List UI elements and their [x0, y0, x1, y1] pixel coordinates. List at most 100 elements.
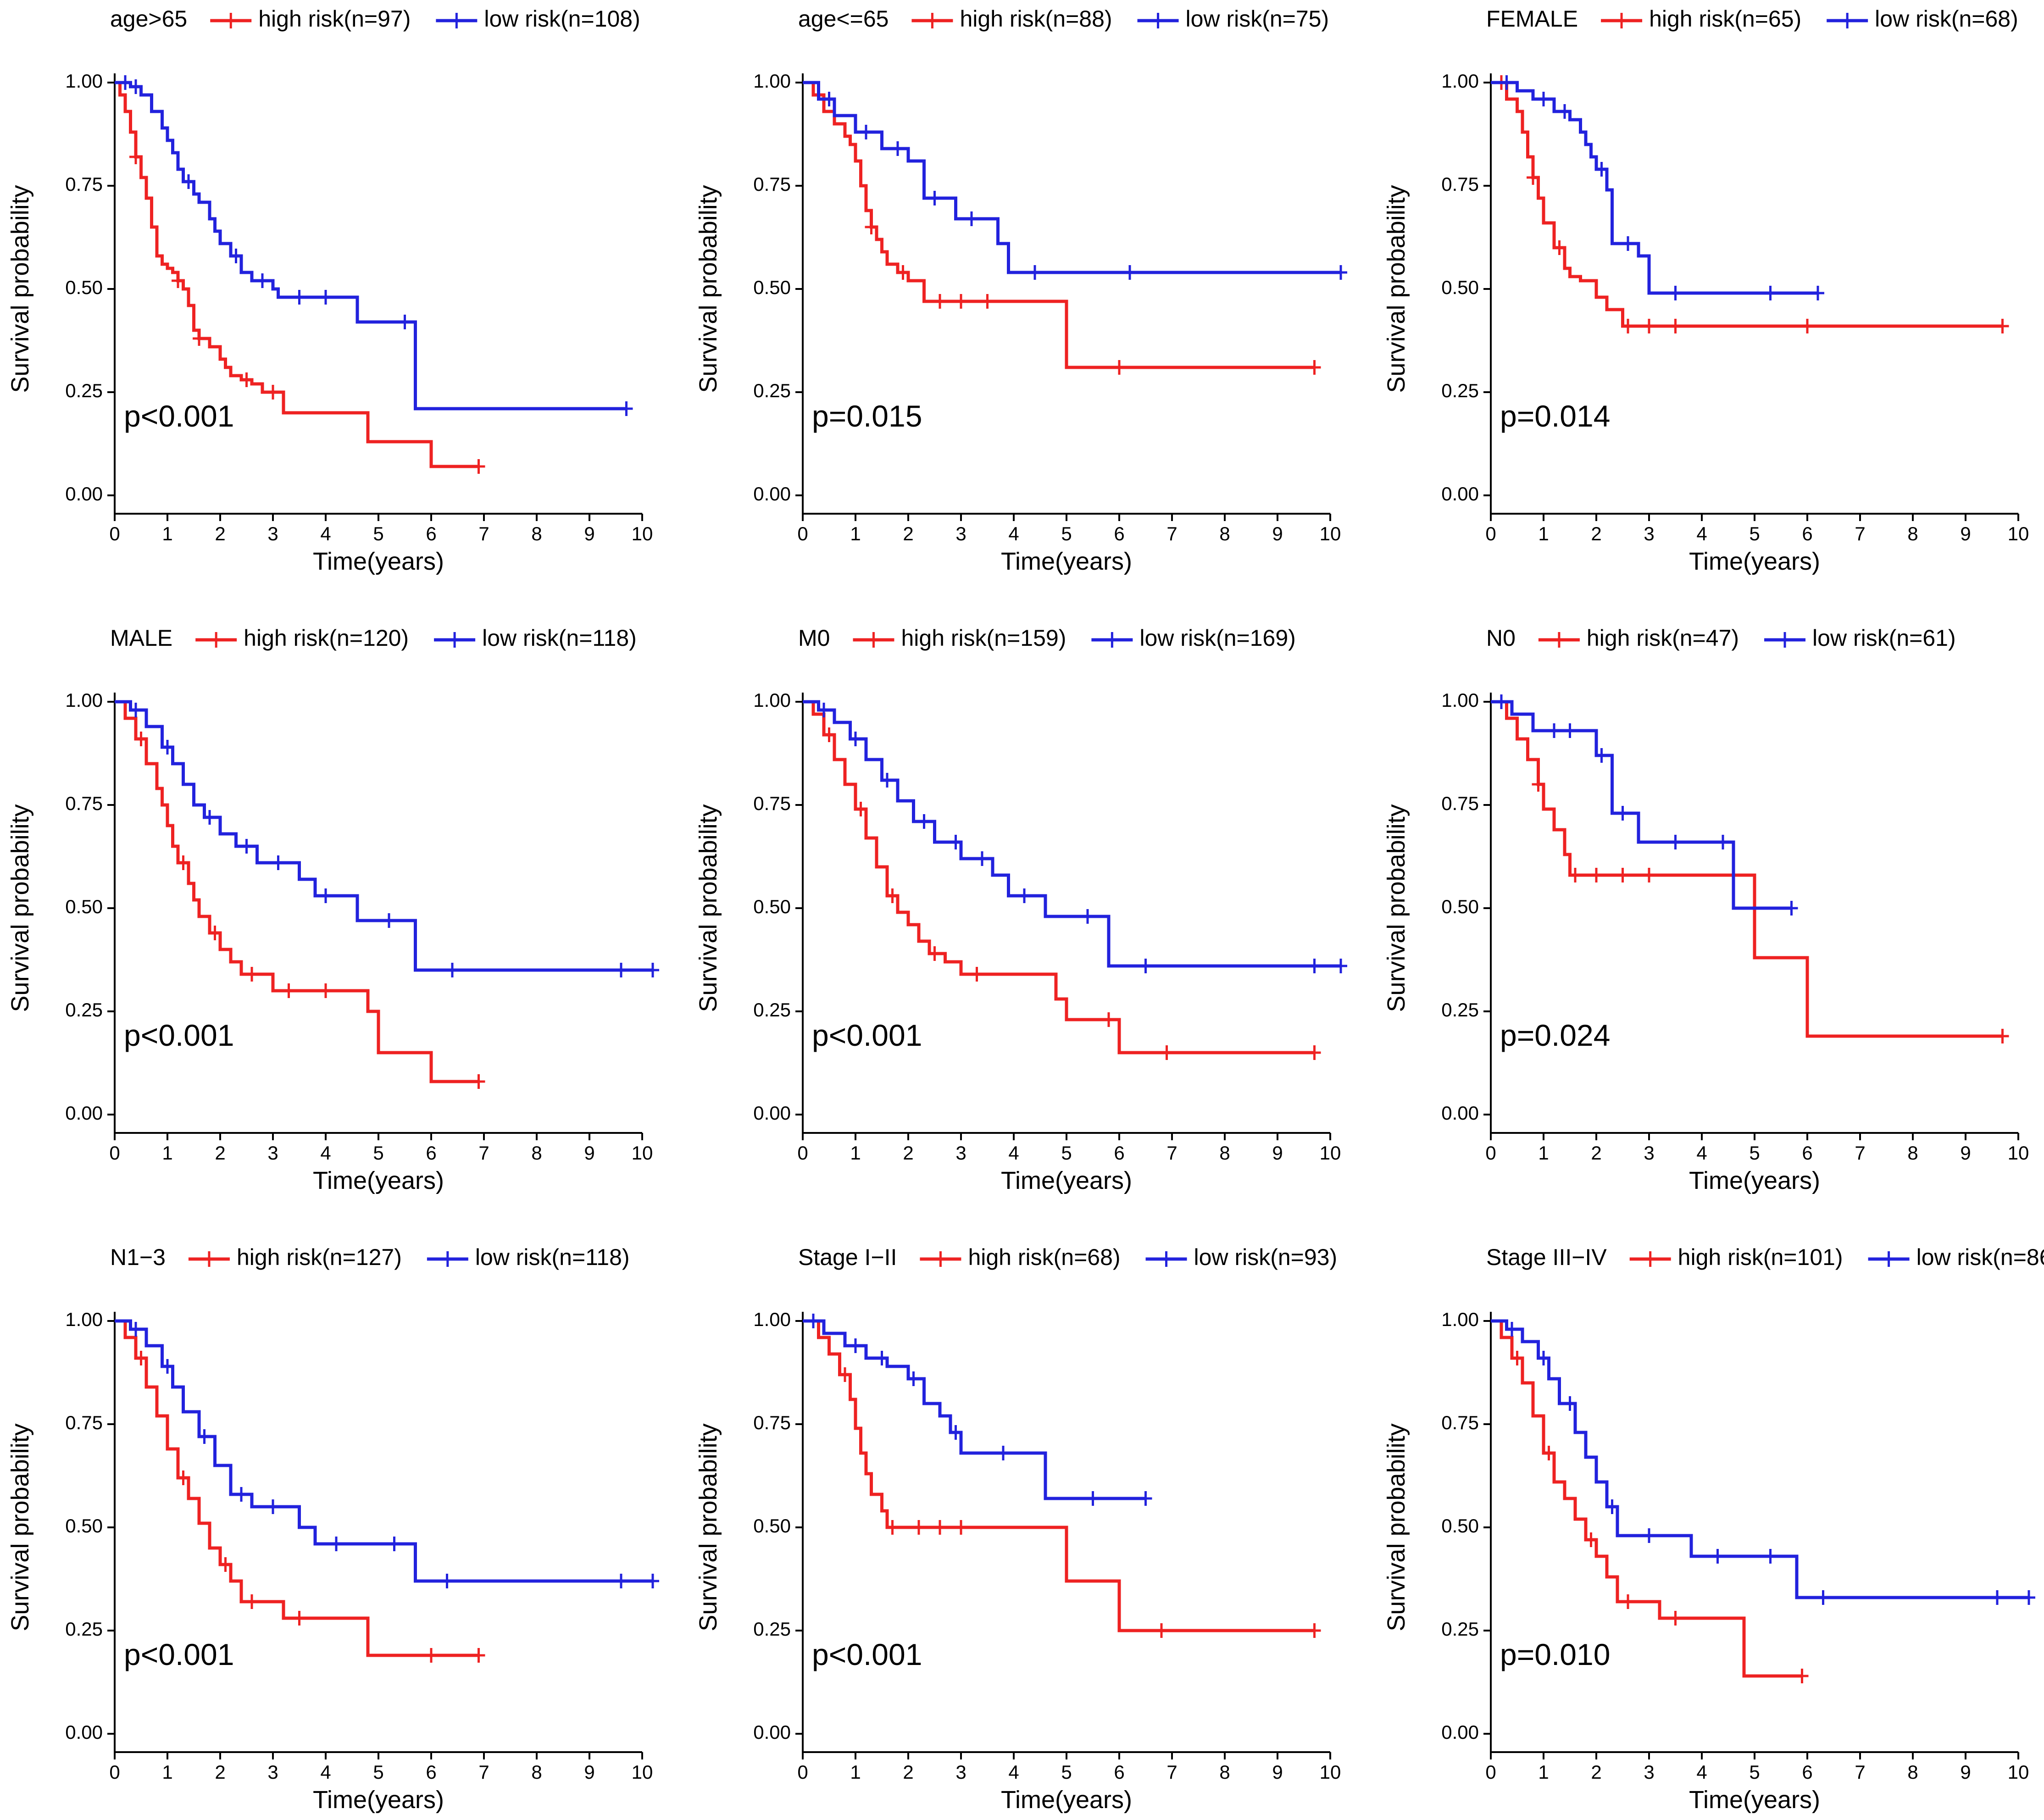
x-tick-label: 4 [320, 523, 331, 544]
p-value: p<0.001 [124, 399, 234, 433]
survival-curve-high [1491, 1319, 1802, 1678]
x-tick-label: 9 [1272, 1761, 1283, 1783]
x-tick-label: 1 [1538, 1142, 1549, 1164]
survival-curve-low [1491, 700, 1792, 910]
x-tick-label: 1 [1538, 1761, 1549, 1783]
x-tick-label: 3 [267, 1142, 278, 1164]
y-axis-label: Survival probability [694, 1423, 722, 1631]
x-tick-label: 3 [955, 523, 966, 544]
y-tick-label: 0.75 [753, 1412, 791, 1433]
km-panel-3: MALE high risk(n=120) low risk(n=118) 0.00 0… [6, 625, 659, 1194]
x-tick-label: 7 [1166, 1142, 1177, 1164]
km-panel-4: M0 high risk(n=159) low risk(n=169) 0.00 0.2… [694, 625, 1347, 1194]
x-tick-label: 4 [320, 1761, 331, 1783]
x-tick-label: 2 [215, 523, 225, 544]
x-tick-label: 10 [1320, 523, 1341, 544]
panel-title: Stage III−IV [1486, 1244, 1607, 1270]
x-tick-label: 5 [373, 523, 383, 544]
y-tick-label: 0.50 [1441, 277, 1479, 298]
km-panel-2: FEMALE high risk(n=65) low risk(n=68) 0.00 0… [1383, 6, 2029, 575]
x-tick-label: 9 [584, 523, 594, 544]
survival-curve-low [803, 81, 1341, 274]
legend-label-high: high risk(n=97) [258, 6, 411, 32]
x-tick-label: 7 [1166, 1761, 1177, 1783]
y-axis-label: Survival probability [6, 185, 34, 393]
x-tick-label: 4 [1696, 1761, 1707, 1783]
legend-label-high: high risk(n=127) [237, 1244, 402, 1270]
x-tick-label: 10 [2008, 523, 2029, 544]
x-tick-label: 9 [584, 1761, 594, 1783]
y-tick-label: 0.00 [65, 483, 103, 505]
y-tick-label: 0.00 [1441, 1102, 1479, 1124]
x-tick-label: 7 [1166, 523, 1177, 544]
y-axis-label: Survival probability [6, 1423, 34, 1631]
x-axis-label: Time(years) [1689, 1167, 1820, 1194]
x-tick-label: 10 [632, 1142, 653, 1164]
survival-curve-high [115, 1319, 479, 1657]
x-tick-label: 6 [1114, 1761, 1124, 1783]
y-tick-label: 0.25 [753, 1618, 791, 1640]
y-tick-label: 0.00 [65, 1721, 103, 1743]
y-tick-label: 0.75 [65, 1412, 103, 1433]
legend-label-high: high risk(n=68) [968, 1244, 1120, 1270]
x-tick-label: 6 [1114, 1142, 1124, 1164]
y-tick-label: 0.75 [1441, 793, 1479, 814]
km-panel-0: age>65 high risk(n=97) low risk(n=108) 0.00… [6, 6, 653, 575]
x-axis-label: Time(years) [1001, 1786, 1132, 1814]
x-tick-label: 2 [1591, 1142, 1601, 1164]
x-tick-label: 8 [531, 1142, 542, 1164]
x-tick-label: 3 [1644, 523, 1654, 544]
y-axis-label: Survival probability [1383, 804, 1410, 1012]
x-tick-label: 2 [903, 523, 913, 544]
x-tick-label: 10 [1320, 1142, 1341, 1164]
panel-title: N0 [1486, 625, 1516, 651]
x-tick-label: 7 [478, 1761, 489, 1783]
x-tick-label: 2 [903, 1761, 913, 1783]
x-tick-label: 10 [2008, 1142, 2029, 1164]
y-tick-label: 0.75 [1441, 1412, 1479, 1433]
p-value: p<0.001 [124, 1637, 234, 1671]
x-tick-label: 2 [215, 1761, 225, 1783]
survival-curve-low [1491, 1319, 2029, 1599]
x-tick-label: 6 [426, 1142, 436, 1164]
survival-curve-low [803, 700, 1341, 968]
x-tick-label: 8 [1907, 1142, 1918, 1164]
legend-label-low: low risk(n=75) [1186, 6, 1329, 32]
x-tick-label: 1 [162, 523, 172, 544]
y-tick-label: 0.75 [1441, 173, 1479, 195]
p-value: p=0.014 [1500, 399, 1610, 433]
y-axis-label: Survival probability [694, 185, 722, 393]
y-tick-label: 0.50 [1441, 896, 1479, 917]
y-tick-label: 0.00 [1441, 1721, 1479, 1743]
y-tick-label: 0.25 [753, 380, 791, 401]
y-tick-label: 1.00 [1441, 689, 1479, 711]
x-axis-label: Time(years) [1689, 1786, 1820, 1814]
x-axis-label: Time(years) [1689, 548, 1820, 575]
panel-title: Stage I−II [798, 1244, 897, 1270]
x-tick-label: 10 [1320, 1761, 1341, 1783]
x-tick-label: 7 [1855, 1761, 1865, 1783]
x-tick-label: 3 [267, 523, 278, 544]
y-tick-label: 1.00 [1441, 70, 1479, 92]
x-tick-label: 1 [850, 1761, 861, 1783]
x-tick-label: 5 [373, 1761, 383, 1783]
legend-label-high: high risk(n=88) [960, 6, 1112, 32]
x-tick-label: 10 [632, 523, 653, 544]
y-tick-label: 0.25 [753, 999, 791, 1021]
x-tick-label: 5 [1749, 1142, 1760, 1164]
x-tick-label: 3 [1644, 1761, 1654, 1783]
x-tick-label: 9 [1960, 1142, 1971, 1164]
legend-label-high: high risk(n=101) [1678, 1244, 1843, 1270]
x-tick-label: 9 [1960, 1761, 1971, 1783]
x-tick-label: 4 [1696, 1142, 1707, 1164]
km-panel-6: N1−3 high risk(n=127) low risk(n=118) 0.00 0… [6, 1244, 659, 1814]
y-tick-label: 0.00 [753, 1721, 791, 1743]
survival-curve-high [803, 81, 1315, 369]
km-panel-1: age<=65 high risk(n=88) low risk(n=75) 0.00… [694, 6, 1347, 575]
survival-curve-high [803, 1319, 1315, 1632]
survival-curve-high [1491, 700, 2003, 1038]
y-tick-label: 0.00 [753, 1102, 791, 1124]
x-tick-label: 5 [1061, 523, 1072, 544]
x-tick-label: 6 [1114, 523, 1124, 544]
